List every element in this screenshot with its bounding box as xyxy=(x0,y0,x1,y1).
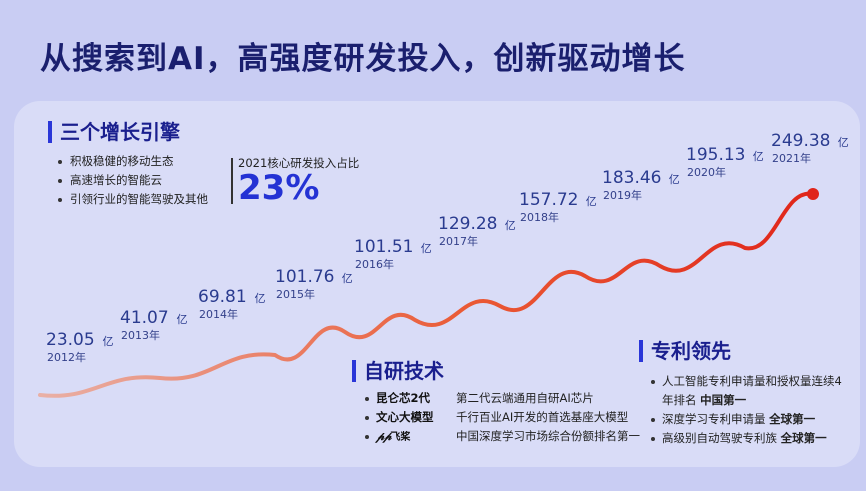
data-label: 69.81 xyxy=(198,287,247,307)
patent-ai-strong: 中国第一 xyxy=(700,393,747,407)
content-panel xyxy=(14,101,860,467)
patent-dl-strong: 全球第一 xyxy=(769,412,816,426)
end-point-marker xyxy=(807,188,819,200)
patent-dl-text: 深度学习专利申请量 xyxy=(662,412,766,426)
patent-item-ad: 高级别自动驾驶专利族 全球第一 xyxy=(662,430,827,446)
patent-heading: 专利领先 xyxy=(639,340,731,362)
tech-desc-kunlun: 第二代云端通用自研AI芯片 xyxy=(456,391,594,405)
category-label: 2013年 xyxy=(121,328,160,342)
category-label: 2012年 xyxy=(47,350,86,364)
bullet-dot xyxy=(651,380,655,384)
tech-name-paddle: 飞桨 xyxy=(390,432,411,443)
data-label-unit: 亿 xyxy=(505,219,516,232)
data-label: 101.76 xyxy=(275,267,334,287)
series-line xyxy=(38,191,815,398)
category-label: 2021年 xyxy=(772,151,811,165)
patent-ad-strong: 全球第一 xyxy=(780,431,827,445)
category-label: 2015年 xyxy=(276,287,315,301)
data-label-unit: 亿 xyxy=(103,335,114,348)
category-label: 2019年 xyxy=(603,188,642,202)
bullet-dot xyxy=(365,416,369,420)
stat-divider xyxy=(231,158,233,204)
page-title: 从搜索到AI，高强度研发投入，创新驱动增长 xyxy=(40,41,686,77)
bullet-dot xyxy=(365,397,369,401)
data-label-unit: 亿 xyxy=(753,150,764,163)
data-label-unit: 亿 xyxy=(177,313,188,326)
engines-list: 积极稳健的移动生态 高速增长的智能云 引领行业的智能驾驶及其他 xyxy=(56,152,208,209)
data-label: 101.51 xyxy=(354,237,413,257)
rd-stat-label: 2021核心研发投入占比 xyxy=(238,156,360,170)
bullet-dot xyxy=(651,418,655,422)
tech-heading: 自研技术 xyxy=(352,360,444,382)
category-label: 2018年 xyxy=(520,210,559,224)
rd-stat-value: 23% xyxy=(238,168,320,208)
paddle-logo: 𝓅𝓅飞桨 xyxy=(376,429,411,443)
patent-item-ai-cont: 年排名 中国第一 xyxy=(662,392,746,408)
patent-ai-rank: 年排名 xyxy=(662,393,697,407)
tech-desc-paddle: 中国深度学习市场综合份额排名第一 xyxy=(456,429,640,443)
bullet-dot xyxy=(365,435,369,439)
tech-name-kunlun: 昆仑芯2代 xyxy=(376,391,431,405)
data-label: 195.13 xyxy=(686,145,745,165)
data-label-unit: 亿 xyxy=(255,292,266,305)
category-label: 2014年 xyxy=(199,307,238,321)
tech-desc-wenxin: 千行百业AI开发的首选基座大模型 xyxy=(456,410,629,424)
engine-item: 引领行业的智能驾驶及其他 xyxy=(56,190,208,209)
data-label: 157.72 xyxy=(519,190,578,210)
engines-heading: 三个增长引擎 xyxy=(48,121,180,143)
patent-ad-text: 高级别自动驾驶专利族 xyxy=(662,431,777,445)
bullet-dot xyxy=(651,437,655,441)
category-label: 2016年 xyxy=(355,257,394,271)
data-label-unit: 亿 xyxy=(342,272,353,285)
category-label: 2017年 xyxy=(439,234,478,248)
data-label-unit: 亿 xyxy=(838,136,849,149)
data-label-unit: 亿 xyxy=(421,242,432,255)
data-label: 249.38 xyxy=(771,131,830,151)
tech-name-wenxin: 文心大模型 xyxy=(376,410,434,424)
patent-item-ai: 人工智能专利申请量和授权量连续4 xyxy=(662,374,842,388)
category-label: 2020年 xyxy=(687,165,726,179)
data-label: 23.05 xyxy=(46,330,95,350)
data-label-unit: 亿 xyxy=(669,173,680,186)
data-label: 129.28 xyxy=(438,214,497,234)
data-label: 41.07 xyxy=(120,308,169,328)
engine-item: 高速增长的智能云 xyxy=(56,171,208,190)
data-label: 183.46 xyxy=(602,168,661,188)
engine-item: 积极稳健的移动生态 xyxy=(56,152,208,171)
patent-item-dl: 深度学习专利申请量 全球第一 xyxy=(662,411,815,427)
data-label-unit: 亿 xyxy=(586,195,597,208)
